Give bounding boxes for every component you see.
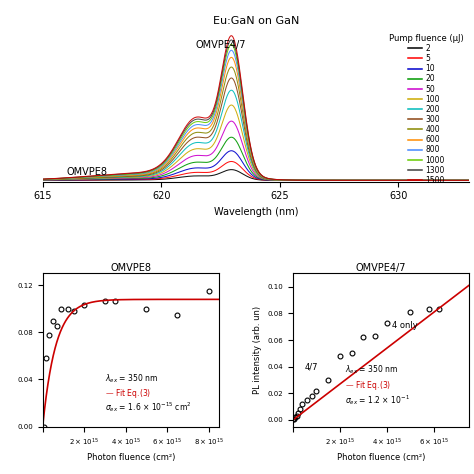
Text: OMVPE4/7: OMVPE4/7 (195, 40, 246, 50)
Legend: 2, 5, 10, 20, 50, 100, 200, 300, 400, 600, 800, 1000, 1300, 1500: 2, 5, 10, 20, 50, 100, 200, 300, 400, 60… (388, 32, 465, 186)
X-axis label: Photon fluence (cm²): Photon fluence (cm²) (87, 453, 175, 462)
Y-axis label: PL intensity (arb. un): PL intensity (arb. un) (253, 306, 262, 394)
Text: $\sigma_{ex}$ = 1.6 × 10$^{-15}$ cm$^2$: $\sigma_{ex}$ = 1.6 × 10$^{-15}$ cm$^2$ (105, 400, 191, 414)
Text: $\lambda_{ex}$ = 350 nm: $\lambda_{ex}$ = 350 nm (345, 363, 398, 375)
Text: $\lambda_{ex}$ = 350 nm: $\lambda_{ex}$ = 350 nm (105, 373, 158, 385)
X-axis label: Wavelength (nm): Wavelength (nm) (214, 207, 298, 217)
Text: 4/7: 4/7 (305, 362, 318, 371)
Text: $\mathregular{—}$ Fit Eq.(3): $\mathregular{—}$ Fit Eq.(3) (345, 379, 391, 392)
Title: Eu:GaN on GaN: Eu:GaN on GaN (213, 16, 299, 26)
Text: OMVPE8: OMVPE8 (66, 167, 107, 177)
Title: OMVPE8: OMVPE8 (110, 263, 151, 273)
Text: $\mathregular{—}$ Fit Eq.(3): $\mathregular{—}$ Fit Eq.(3) (105, 387, 151, 400)
Text: $\sigma_{ex}$ = 1.2 × 10$^{-1}$: $\sigma_{ex}$ = 1.2 × 10$^{-1}$ (345, 393, 410, 408)
X-axis label: Photon fluence (cm²): Photon fluence (cm²) (337, 453, 425, 462)
Text: 4 only: 4 only (392, 321, 418, 330)
Title: OMVPE4/7: OMVPE4/7 (356, 263, 406, 273)
